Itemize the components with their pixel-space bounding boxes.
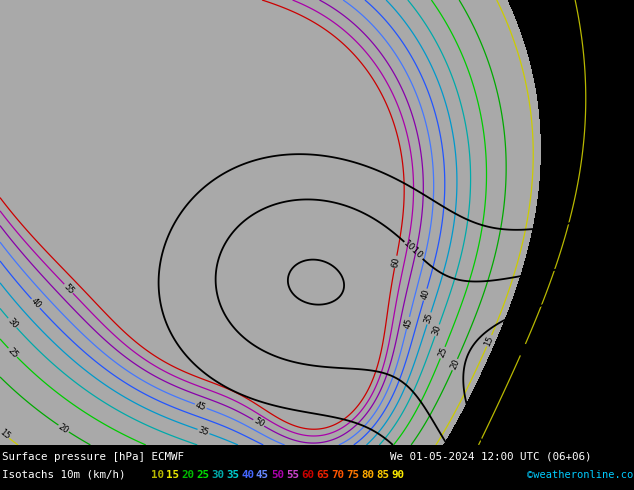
Text: We 01-05-2024 12:00 UTC (06+06): We 01-05-2024 12:00 UTC (06+06)	[390, 452, 592, 462]
Text: 25: 25	[6, 346, 20, 360]
Text: 1005: 1005	[521, 422, 541, 446]
Text: 25: 25	[196, 470, 209, 480]
Text: ©weatheronline.co.uk: ©weatheronline.co.uk	[527, 470, 634, 480]
Text: 85: 85	[376, 470, 389, 480]
Text: 50: 50	[252, 416, 266, 429]
Text: 60: 60	[301, 470, 314, 480]
Text: 15: 15	[166, 470, 179, 480]
Text: 25: 25	[437, 346, 449, 359]
Text: 50: 50	[271, 470, 284, 480]
Text: 75: 75	[346, 470, 359, 480]
Text: 65: 65	[316, 470, 329, 480]
Text: 40: 40	[29, 296, 42, 311]
Text: 15: 15	[483, 334, 495, 347]
Text: 20: 20	[449, 358, 461, 371]
Text: 20: 20	[181, 470, 194, 480]
Text: 1010: 1010	[402, 239, 425, 262]
Text: 35: 35	[226, 470, 239, 480]
Text: Isotachs 10m (km/h): Isotachs 10m (km/h)	[2, 470, 126, 480]
Text: 80: 80	[361, 470, 374, 480]
Text: 45: 45	[403, 317, 413, 329]
Text: 45: 45	[195, 400, 207, 412]
Text: 30: 30	[6, 316, 19, 330]
Text: 45: 45	[256, 470, 269, 480]
Text: 60: 60	[391, 256, 401, 268]
Text: 70: 70	[331, 470, 344, 480]
Text: 90: 90	[391, 470, 404, 480]
Text: 40: 40	[420, 288, 431, 301]
Text: 40: 40	[241, 470, 254, 480]
Text: 30: 30	[431, 324, 443, 337]
Text: 10: 10	[517, 343, 529, 356]
Text: 55: 55	[286, 470, 299, 480]
Text: 30: 30	[211, 470, 224, 480]
Text: 20: 20	[57, 422, 70, 435]
Text: 35: 35	[197, 425, 210, 438]
Text: 15: 15	[0, 428, 11, 441]
Text: 10: 10	[151, 470, 164, 480]
Text: 55: 55	[61, 282, 75, 295]
Text: 1005: 1005	[560, 405, 580, 415]
Text: 35: 35	[423, 312, 435, 325]
Text: Surface pressure [hPa] ECMWF: Surface pressure [hPa] ECMWF	[2, 452, 184, 462]
